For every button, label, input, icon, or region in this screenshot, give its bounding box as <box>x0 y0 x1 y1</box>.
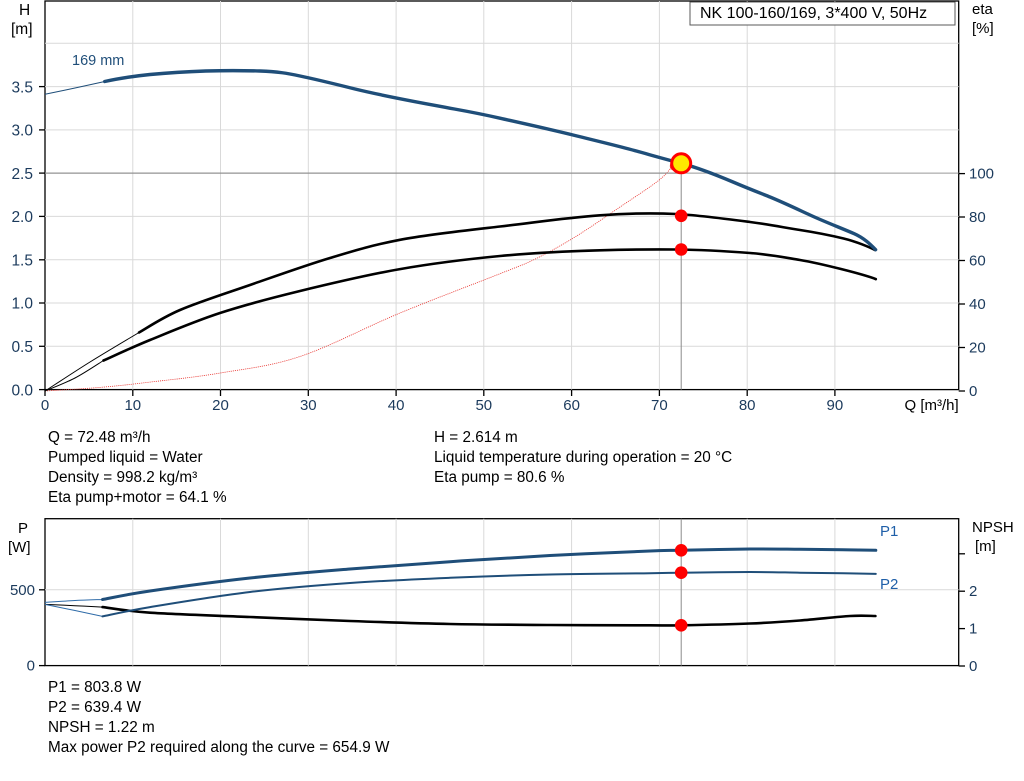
svg-text:3.0: 3.0 <box>11 123 33 140</box>
svg-text:0.5: 0.5 <box>11 339 33 356</box>
svg-text:60: 60 <box>969 253 986 270</box>
svg-text:0.0: 0.0 <box>11 382 33 399</box>
svg-text:80: 80 <box>969 209 986 226</box>
svg-text:20: 20 <box>212 397 229 414</box>
svg-text:0: 0 <box>41 397 49 414</box>
svg-text:[%]: [%] <box>972 20 994 37</box>
svg-text:Liquid temperature during oper: Liquid temperature during operation = 20… <box>434 449 732 466</box>
svg-text:Max power P2 required along th: Max power P2 required along the curve = … <box>48 739 390 756</box>
svg-text:Eta pump+motor = 64.1 %: Eta pump+motor = 64.1 % <box>48 489 227 506</box>
svg-text:0: 0 <box>27 658 35 675</box>
svg-text:H = 2.614 m: H = 2.614 m <box>434 429 518 446</box>
svg-text:500: 500 <box>10 582 35 599</box>
svg-text:20: 20 <box>969 340 986 357</box>
svg-text:0: 0 <box>969 658 977 675</box>
svg-text:80: 80 <box>739 397 756 414</box>
svg-text:Density = 998.2 kg/m³: Density = 998.2 kg/m³ <box>48 469 197 486</box>
svg-text:169 mm: 169 mm <box>72 53 124 69</box>
svg-text:Q = 72.48 m³/h: Q = 72.48 m³/h <box>48 429 150 446</box>
svg-text:eta: eta <box>972 1 994 18</box>
svg-text:100: 100 <box>969 166 994 183</box>
svg-text:P2: P2 <box>880 576 898 593</box>
svg-text:0: 0 <box>969 383 977 400</box>
svg-text:Eta pump = 80.6 %: Eta pump = 80.6 % <box>434 469 565 486</box>
svg-text:1.0: 1.0 <box>11 296 33 313</box>
svg-text:Q [m³/h]: Q [m³/h] <box>905 397 959 414</box>
svg-text:[W]: [W] <box>8 539 31 556</box>
svg-text:[m]: [m] <box>975 538 996 555</box>
svg-text:2.5: 2.5 <box>11 166 33 183</box>
svg-text:P2 = 639.4 W: P2 = 639.4 W <box>48 699 142 716</box>
svg-text:50: 50 <box>475 397 492 414</box>
svg-text:90: 90 <box>827 397 844 414</box>
svg-text:[m]: [m] <box>11 21 33 38</box>
svg-text:3.5: 3.5 <box>11 79 33 96</box>
svg-text:40: 40 <box>388 397 405 414</box>
svg-text:P: P <box>18 520 28 537</box>
svg-text:70: 70 <box>651 397 668 414</box>
svg-text:Pumped liquid = Water: Pumped liquid = Water <box>48 449 203 466</box>
svg-text:30: 30 <box>300 397 317 414</box>
svg-text:60: 60 <box>563 397 580 414</box>
svg-text:NPSH: NPSH <box>972 519 1014 536</box>
svg-text:NK 100-160/169, 3*400 V, 50Hz: NK 100-160/169, 3*400 V, 50Hz <box>700 5 927 22</box>
svg-text:1.5: 1.5 <box>11 253 33 270</box>
svg-text:10: 10 <box>124 397 141 414</box>
svg-text:P1: P1 <box>880 523 898 540</box>
svg-text:NPSH = 1.22 m: NPSH = 1.22 m <box>48 719 155 736</box>
svg-text:40: 40 <box>969 296 986 313</box>
svg-text:2: 2 <box>969 583 977 600</box>
svg-text:1: 1 <box>969 621 977 638</box>
svg-text:2.0: 2.0 <box>11 209 33 226</box>
svg-text:P1 = 803.8 W: P1 = 803.8 W <box>48 679 142 696</box>
svg-text:H: H <box>19 2 30 19</box>
